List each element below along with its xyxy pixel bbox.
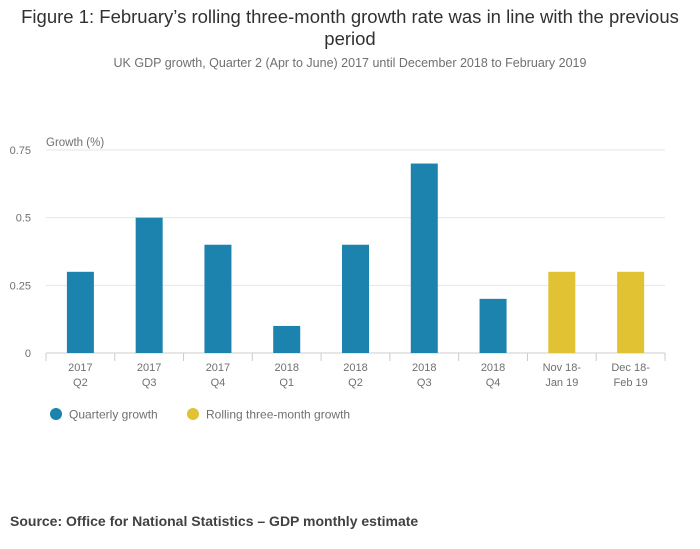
bar-chart: 0.75 0.5 0.25 0 Growth (%) 2017 Q2 2017 Q3 2017 Q4…: [10, 137, 666, 422]
bar-quarterly-growth: [410, 163, 438, 353]
x-tick-label: 2018: [481, 362, 505, 374]
x-tick-label: 2018: [274, 362, 298, 374]
x-tick-label: Q2: [348, 377, 363, 389]
bar-quarterly-growth: [479, 298, 507, 353]
bar-quarterly-growth: [342, 244, 369, 353]
x-tick-label: Dec 18-: [611, 362, 650, 374]
bar-quarterly-growth: [273, 325, 301, 353]
legend-label: Quarterly growth: [69, 408, 158, 422]
x-tick-label: Q3: [417, 377, 432, 389]
x-tick-label: Q4: [211, 377, 226, 389]
y-tick-label: 0.25: [10, 280, 31, 292]
legend-marker: [187, 408, 199, 420]
chart-title: Figure 1: February’s rolling three-month…: [21, 6, 679, 49]
chart-subtitle: UK GDP growth, Quarter 2 (Apr to June) 2…: [113, 56, 587, 70]
y-axis-title: Growth (%): [46, 137, 104, 149]
x-tick-label: 2017: [206, 362, 230, 374]
x-tick-label: 2018: [412, 362, 436, 374]
bar-rolling-three-month-growth: [617, 271, 645, 353]
x-tick-label: Jan 19: [545, 377, 578, 389]
bar-quarterly-growth: [66, 271, 94, 353]
x-tick-label: 2017: [137, 362, 161, 374]
y-tick-label: 0.5: [16, 213, 31, 225]
x-tick-label: Q4: [486, 377, 501, 389]
source-note: Source: Office for National Statistics –…: [10, 513, 419, 529]
y-tick-label: 0.75: [10, 145, 31, 157]
x-tick-label: Nov 18-: [543, 362, 582, 374]
bar-quarterly-growth: [135, 217, 163, 353]
x-tick-label: 2017: [68, 362, 92, 374]
x-tick-label: Q1: [279, 377, 294, 389]
x-tick-label: Feb 19: [613, 377, 647, 389]
bar-rolling-three-month-growth: [548, 271, 576, 353]
legend-label: Rolling three-month growth: [206, 408, 350, 422]
legend-marker: [50, 408, 62, 420]
x-tick-label: 2018: [343, 362, 367, 374]
y-tick-label: 0: [25, 348, 31, 360]
bar-quarterly-growth: [204, 244, 232, 353]
x-tick-label: Q2: [73, 377, 88, 389]
x-tick-label: Q3: [142, 377, 157, 389]
